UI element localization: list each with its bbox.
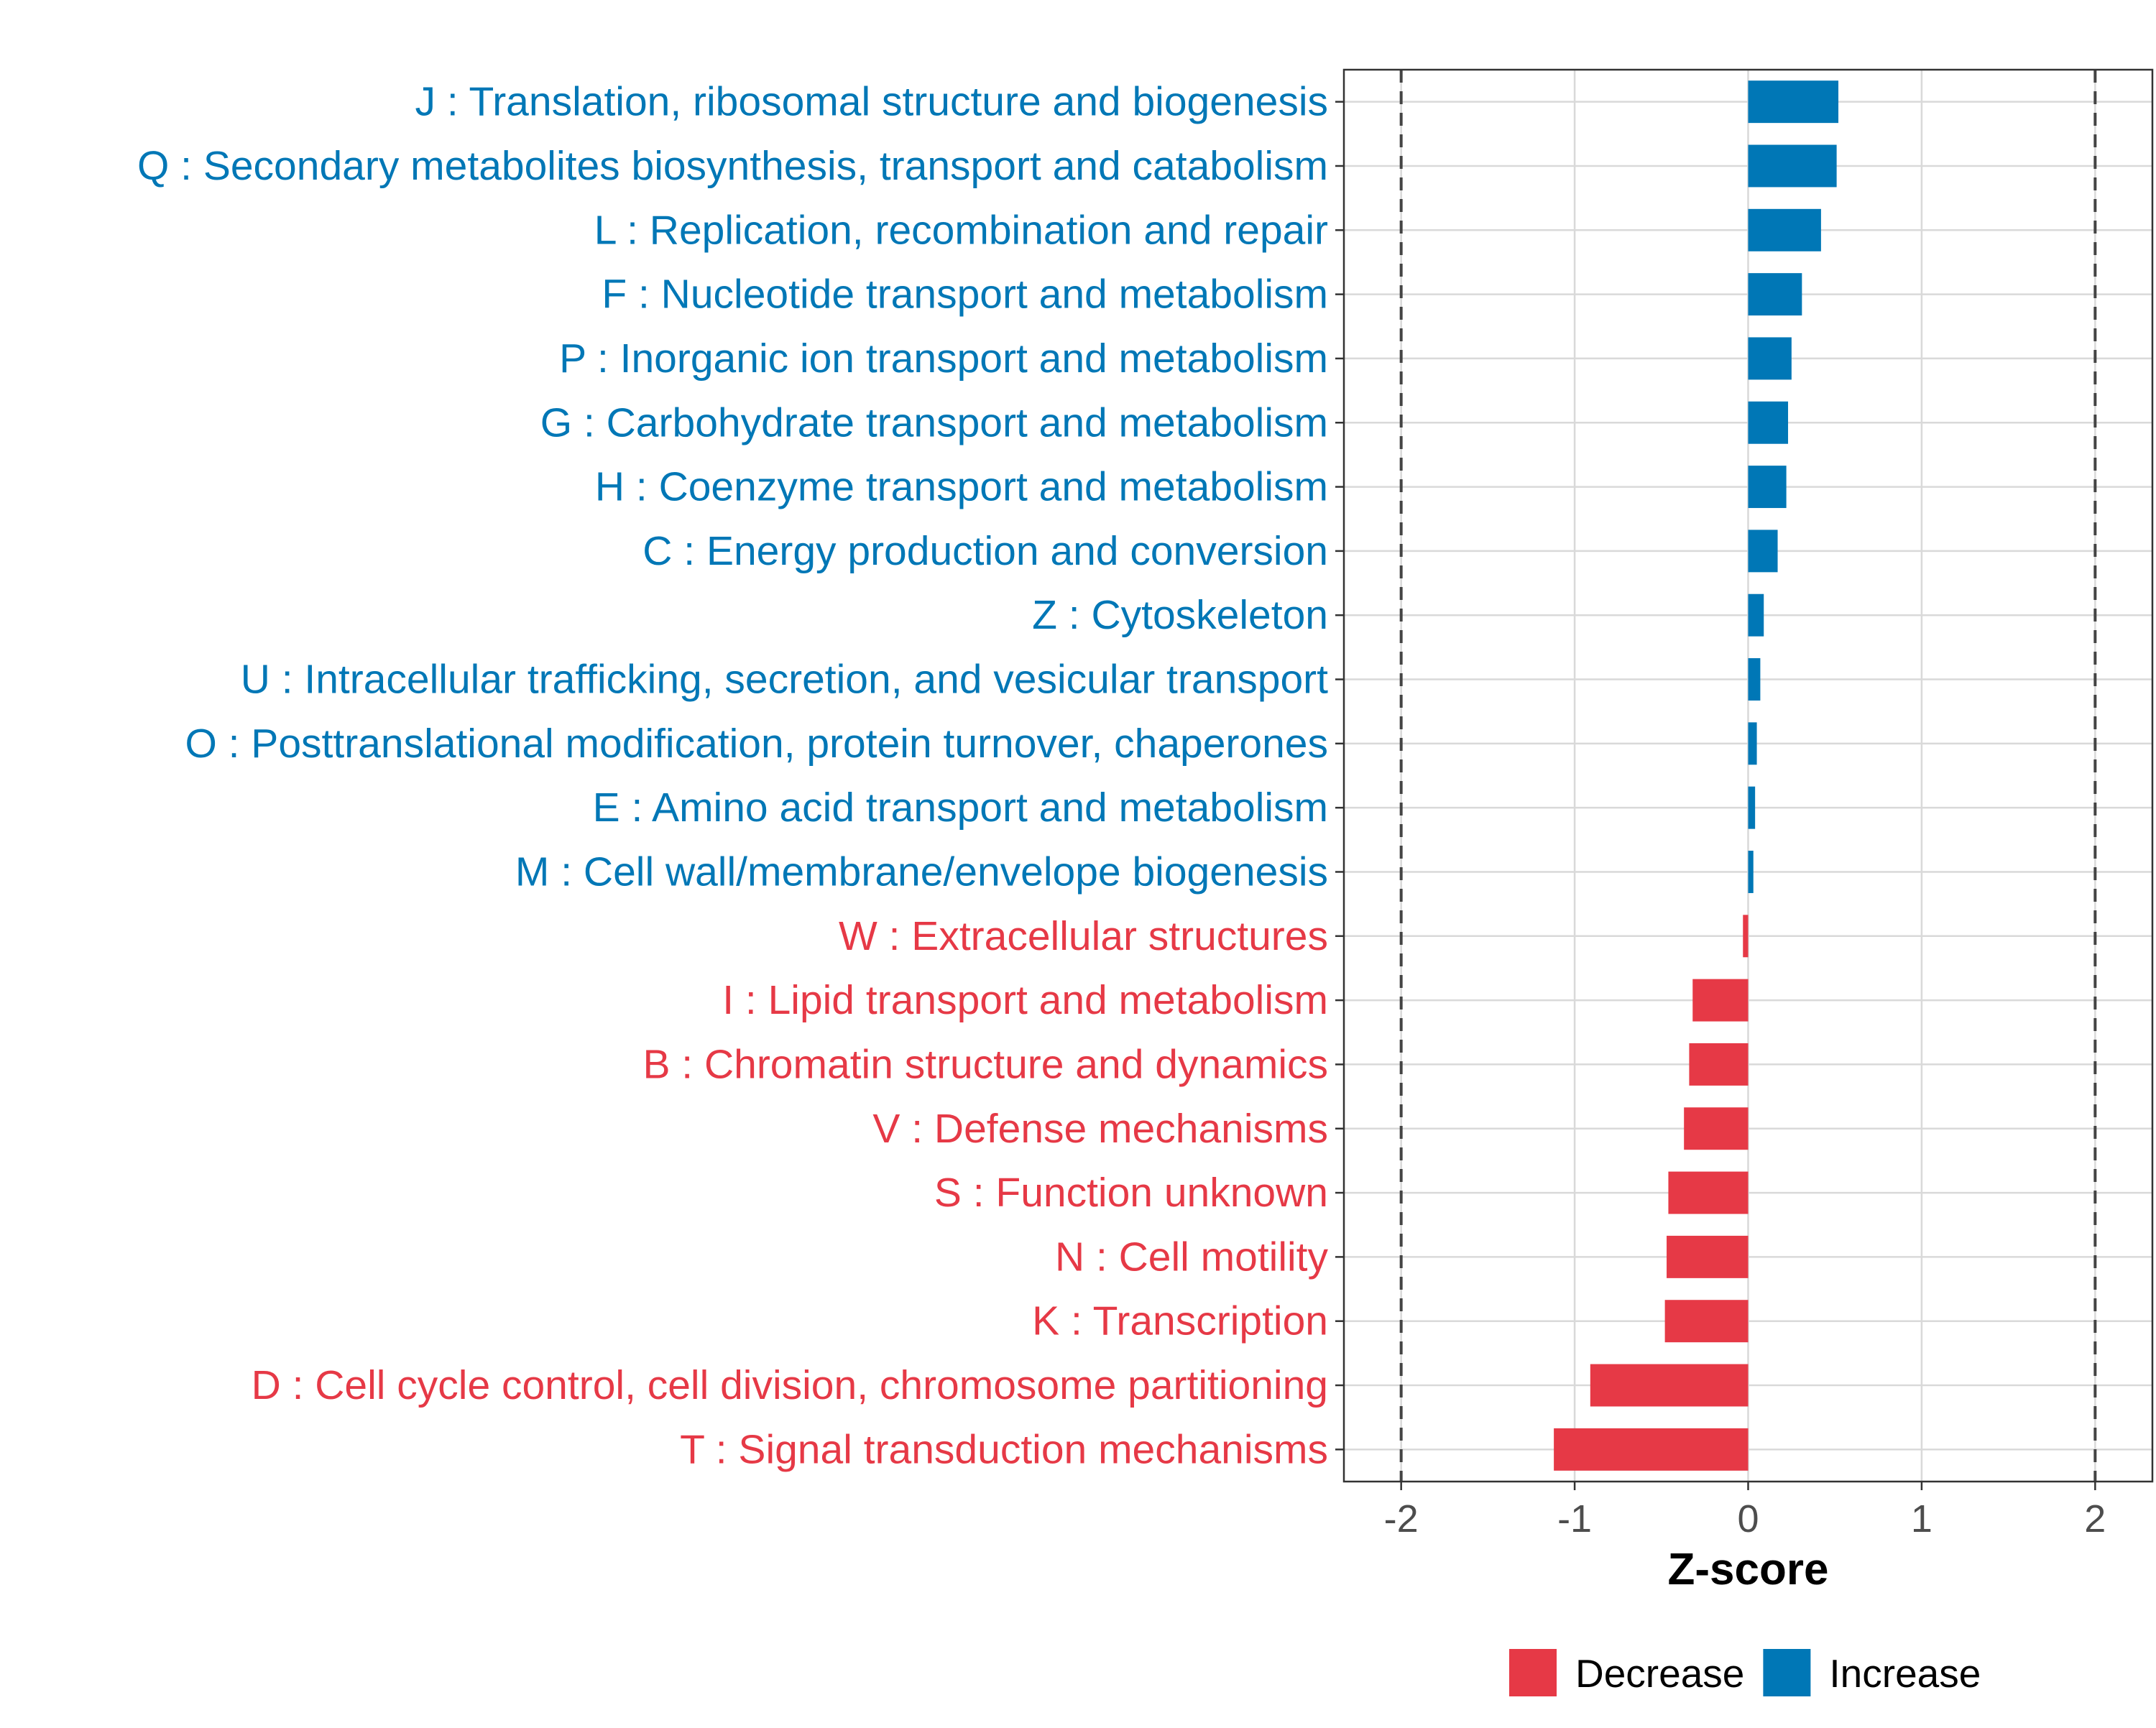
- bar: [1590, 1364, 1749, 1407]
- bar: [1748, 593, 1764, 637]
- y-tick-label: Z : Cytoskeleton: [1032, 592, 1328, 638]
- bar: [1692, 979, 1749, 1022]
- bar: [1748, 466, 1787, 509]
- legend-swatch: [1763, 1649, 1811, 1696]
- bar: [1684, 1107, 1749, 1150]
- x-tick-label: -1: [1557, 1497, 1592, 1540]
- x-tick-label: -2: [1384, 1497, 1419, 1540]
- bar: [1748, 722, 1757, 765]
- bar: [1667, 1235, 1749, 1278]
- y-tick-label: L : Replication, recombination and repai…: [594, 207, 1328, 253]
- y-label-layer: J : Translation, ribosomal structure and…: [137, 79, 1329, 1473]
- bar: [1554, 1428, 1749, 1471]
- y-tick-label: S : Function unknown: [934, 1170, 1328, 1216]
- y-tick-label: K : Transcription: [1032, 1298, 1328, 1344]
- bar-layer: [1554, 80, 1839, 1471]
- y-tick-label: V : Defense mechanisms: [872, 1106, 1328, 1152]
- y-tick-layer: [1335, 101, 1344, 1451]
- y-tick-label: N : Cell motility: [1055, 1234, 1329, 1280]
- bar: [1748, 337, 1792, 380]
- y-tick-label: H : Coenzyme transport and metabolism: [595, 464, 1328, 510]
- y-tick-label: C : Energy production and conversion: [642, 528, 1328, 574]
- bar: [1748, 208, 1821, 251]
- y-tick-label: D : Cell cycle control, cell division, c…: [252, 1362, 1328, 1408]
- y-tick-label: O : Posttranslational modification, prot…: [185, 721, 1328, 767]
- bar: [1748, 80, 1839, 124]
- y-tick-label: E : Amino acid transport and metabolism: [593, 785, 1328, 831]
- legend-label: Decrease: [1575, 1651, 1744, 1696]
- y-tick-label: M : Cell wall/membrane/envelope biogenes…: [515, 849, 1328, 895]
- x-tick-layer: -2 -1 0 1 2: [1384, 1482, 2106, 1540]
- x-tick-label: 2: [2084, 1497, 2106, 1540]
- bar: [1748, 530, 1778, 573]
- x-axis-title: Z-score: [1668, 1545, 1829, 1594]
- bar: [1743, 915, 1749, 958]
- y-tick-label: G : Carbohydrate transport and metabolis…: [540, 399, 1328, 445]
- bar: [1748, 851, 1754, 893]
- bar: [1689, 1043, 1749, 1086]
- y-tick-label: F : Nucleotide transport and metabolism: [602, 272, 1328, 318]
- y-tick-label: B : Chromatin structure and dynamics: [642, 1041, 1328, 1087]
- x-tick-label: 0: [1737, 1497, 1759, 1540]
- legend: Decrease Increase: [1509, 1649, 1981, 1696]
- bar: [1748, 658, 1761, 701]
- y-tick-label: T : Signal transduction mechanisms: [680, 1426, 1328, 1472]
- y-tick-label: Q : Secondary metabolites biosynthesis, …: [137, 143, 1328, 189]
- legend-label: Increase: [1829, 1651, 1981, 1696]
- bar: [1668, 1171, 1749, 1214]
- bar: [1748, 786, 1756, 829]
- x-tick-label: 1: [1911, 1497, 1932, 1540]
- y-tick-label: J : Translation, ribosomal structure and…: [415, 79, 1328, 125]
- bar: [1664, 1300, 1749, 1343]
- bar: [1748, 401, 1789, 444]
- y-tick-label: U : Intracellular trafficking, secretion…: [241, 657, 1328, 703]
- legend-swatch: [1509, 1649, 1557, 1696]
- bar: [1748, 144, 1837, 188]
- y-tick-label: W : Extracellular structures: [839, 913, 1328, 959]
- bar: [1748, 273, 1802, 316]
- reference-line-layer: [1399, 70, 2097, 1482]
- y-tick-label: P : Inorganic ion transport and metaboli…: [559, 336, 1328, 382]
- y-tick-label: I : Lipid transport and metabolism: [722, 977, 1328, 1023]
